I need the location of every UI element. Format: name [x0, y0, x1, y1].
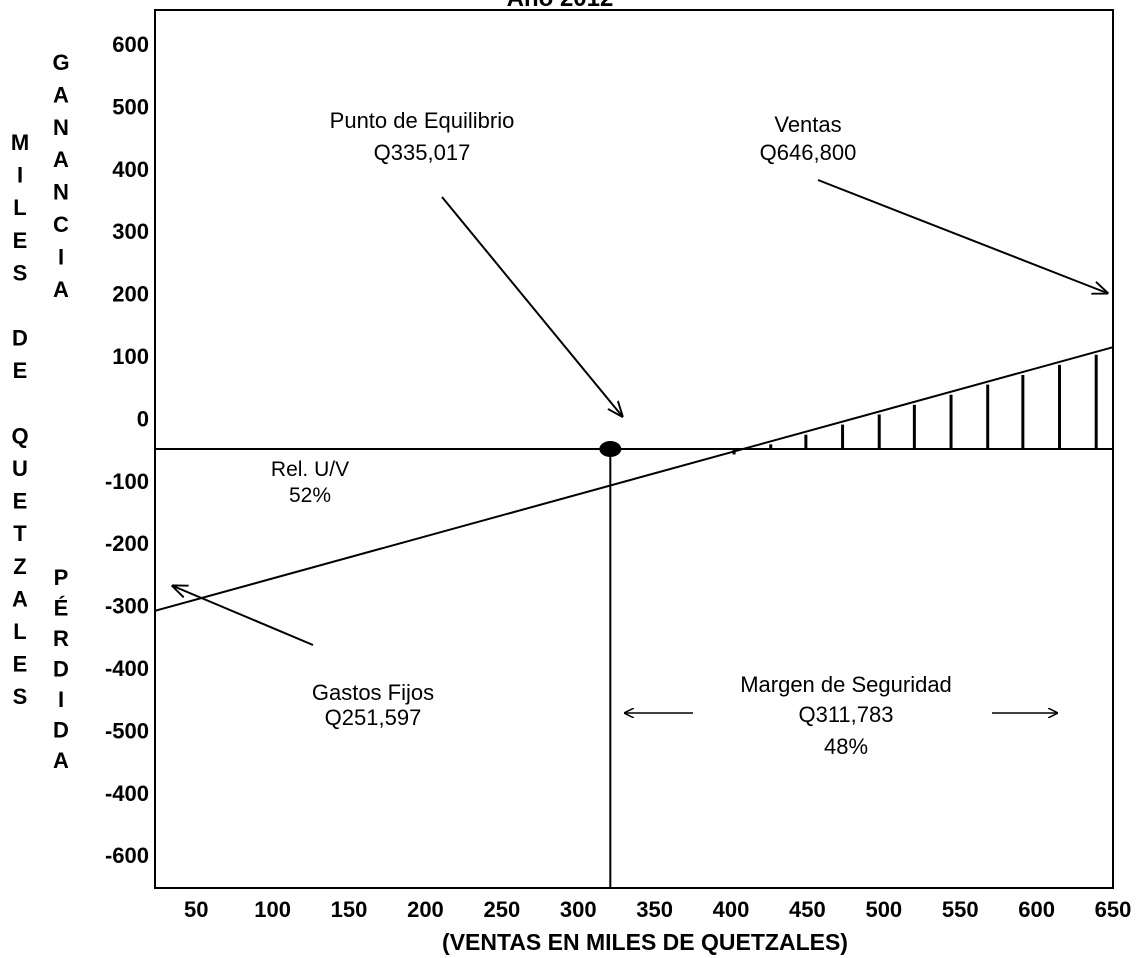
y-axis-letter: E	[13, 228, 28, 253]
rel-uv-value: 52%	[289, 484, 331, 507]
y-tick-label: -200	[105, 531, 149, 556]
y-axis-letter: M	[11, 130, 29, 155]
y-tick-label: 600	[112, 32, 149, 57]
break-even-point	[599, 441, 622, 457]
safety-margin-label: Margen de Seguridad	[740, 672, 952, 697]
y-axis-letter: E	[13, 652, 28, 677]
x-tick-label: 50	[184, 897, 208, 922]
y-axis-letter: A	[53, 147, 69, 172]
x-tick-label: 200	[407, 897, 444, 922]
y-axis-letter: I	[58, 687, 64, 712]
sales-arrow	[817, 179, 1107, 293]
x-tick-label: 450	[789, 897, 826, 922]
x-tick-labels: 50 100 150 200 250 300 350 400 450 500 550 600 650	[184, 897, 1131, 922]
rel-uv-label: Rel. U/V	[271, 458, 349, 481]
y-tick-label: 100	[112, 344, 149, 369]
y-axis-letter: É	[54, 596, 69, 621]
x-tick-label: 350	[636, 897, 673, 922]
safety-margin-percent: 48%	[824, 734, 868, 759]
sales-value: Q646,800	[760, 140, 857, 165]
y-tick-label: -100	[105, 469, 149, 494]
fixed-costs-value: Q251,597	[325, 705, 422, 730]
y-axis-letter: C	[53, 212, 69, 237]
y-tick-label: -400	[105, 781, 149, 806]
break-even-label: Punto de Equilibrio	[330, 108, 515, 133]
y-axis-letter: T	[13, 521, 27, 546]
fixed-costs-arrow	[173, 586, 314, 646]
y-axis-letter: I	[58, 244, 64, 269]
y-axis-letter: N	[53, 115, 69, 140]
y-tick-label: -400	[105, 656, 149, 681]
y-axis-letter: L	[13, 619, 26, 644]
break-even-value: Q335,017	[374, 140, 471, 165]
y-tick-label: -600	[105, 843, 149, 868]
y-tick-label: 0	[137, 406, 149, 431]
x-tick-label: 600	[1018, 897, 1055, 922]
y-tick-labels: 600 500 400 300 200 100 0 -100 -200 -300 -400 -500 -…	[105, 32, 149, 868]
x-tick-label: 400	[713, 897, 750, 922]
y-axis-letter: G	[52, 50, 69, 75]
x-tick-label: 550	[942, 897, 979, 922]
y-axis-letter: U	[12, 456, 28, 481]
y-axis-letter: Q	[11, 423, 28, 448]
x-tick-label: 250	[483, 897, 520, 922]
y-axis-letter: R	[53, 626, 69, 651]
y-axis-letter: D	[12, 326, 28, 351]
y-axis-letter: P	[54, 565, 69, 590]
y-tick-label: 500	[112, 94, 149, 119]
x-tick-label: 650	[1095, 897, 1132, 922]
x-tick-label: 100	[254, 897, 291, 922]
y-axis-letter: E	[13, 358, 28, 383]
y-axis-letter: L	[13, 195, 26, 220]
y-axis-letter: Z	[13, 554, 26, 579]
x-tick-label: 500	[865, 897, 902, 922]
y-tick-label: 200	[112, 282, 149, 307]
profit-hatch-lines	[732, 354, 1098, 455]
x-tick-label: 300	[560, 897, 597, 922]
y-axis-letter: A	[12, 586, 28, 611]
y-axis-letter: D	[53, 657, 69, 682]
y-tick-label: -300	[105, 594, 149, 619]
y-axis-letter: S	[13, 684, 28, 709]
x-axis-label: (VENTAS EN MILES DE QUETZALES)	[442, 929, 848, 955]
y-axis-letter: A	[53, 748, 69, 773]
y-axis-letter: A	[53, 82, 69, 107]
y-axis-letter: E	[13, 489, 28, 514]
y-tick-label: -500	[105, 718, 149, 743]
y-tick-label: 400	[112, 157, 149, 182]
sales-label: Ventas	[774, 112, 841, 137]
y-axis-letter: N	[53, 180, 69, 205]
fixed-costs-label: Gastos Fijos	[312, 680, 434, 705]
x-tick-label: 150	[331, 897, 368, 922]
safety-margin-value: Q311,783	[798, 702, 893, 727]
y-tick-label: 300	[112, 219, 149, 244]
y-axis-letter: S	[13, 260, 28, 285]
y-axis-letter: D	[53, 718, 69, 743]
y-axis-letter: A	[53, 277, 69, 302]
break-even-arrow	[441, 196, 622, 416]
series-line	[154, 346, 1114, 612]
y-axis-letter: I	[17, 163, 23, 188]
